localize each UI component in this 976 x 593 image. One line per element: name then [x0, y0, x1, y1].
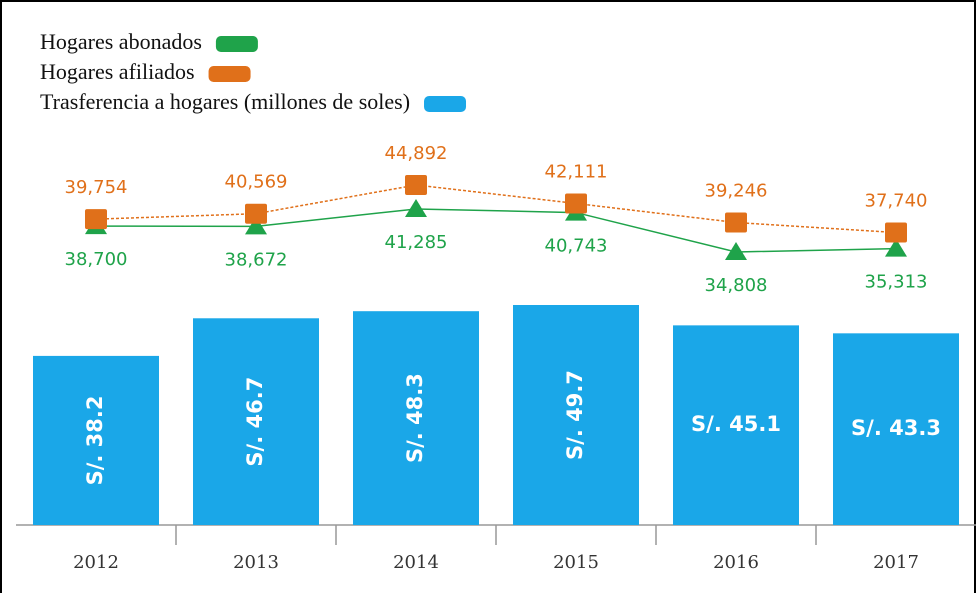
bar — [33, 355, 159, 525]
line — [95, 208, 897, 253]
value-label: 39,754 — [65, 177, 128, 198]
bar — [673, 325, 799, 525]
value-label: 42,111 — [545, 161, 608, 182]
bar-label: S/. 46.7 — [243, 377, 267, 467]
legend-label: Hogares afiliados — [40, 59, 195, 84]
bar-label: S/. 45.1 — [691, 412, 781, 436]
value-label: 39,246 — [705, 181, 768, 202]
bar — [193, 318, 319, 525]
marker — [85, 209, 107, 230]
bar — [353, 311, 479, 525]
x-tick-label: 2012 — [73, 552, 119, 573]
legend-label: Trasferencia a hogares (millones de sole… — [40, 89, 410, 114]
marker — [565, 193, 587, 214]
value-label: 35,313 — [865, 272, 928, 293]
bar — [513, 305, 639, 525]
value-label: 40,569 — [225, 172, 288, 193]
value-label: 37,740 — [865, 191, 928, 212]
legend-swatch — [208, 66, 251, 82]
marker — [885, 238, 907, 257]
value-label: 34,808 — [705, 275, 768, 296]
value-label: 44,892 — [385, 143, 448, 164]
x-tick-label: 2014 — [393, 552, 439, 573]
bar-label: S/. 38.2 — [83, 395, 107, 485]
value-label: 41,285 — [385, 232, 448, 253]
bar-label: S/. 48.3 — [403, 373, 427, 463]
marker — [885, 222, 907, 243]
bar-label: S/. 49.7 — [563, 370, 587, 460]
x-tick-label: 2017 — [873, 552, 919, 573]
x-tick-label: 2015 — [553, 552, 599, 573]
value-label: 38,700 — [65, 249, 128, 270]
bar — [833, 333, 959, 525]
value-label: 40,743 — [545, 236, 608, 257]
legend-swatch — [424, 96, 467, 112]
x-tick-label: 2016 — [713, 552, 759, 573]
line — [95, 184, 897, 234]
marker — [405, 198, 427, 217]
marker — [725, 212, 747, 233]
marker — [725, 242, 747, 260]
marker — [245, 216, 267, 235]
legend-label: Hogares abonados — [40, 29, 202, 54]
legend-swatch — [215, 36, 258, 52]
marker — [405, 175, 427, 195]
value-label: 38,672 — [225, 249, 288, 270]
x-tick-label: 2013 — [233, 552, 279, 573]
bar-label: S/. 43.3 — [851, 416, 941, 440]
marker — [245, 203, 267, 224]
